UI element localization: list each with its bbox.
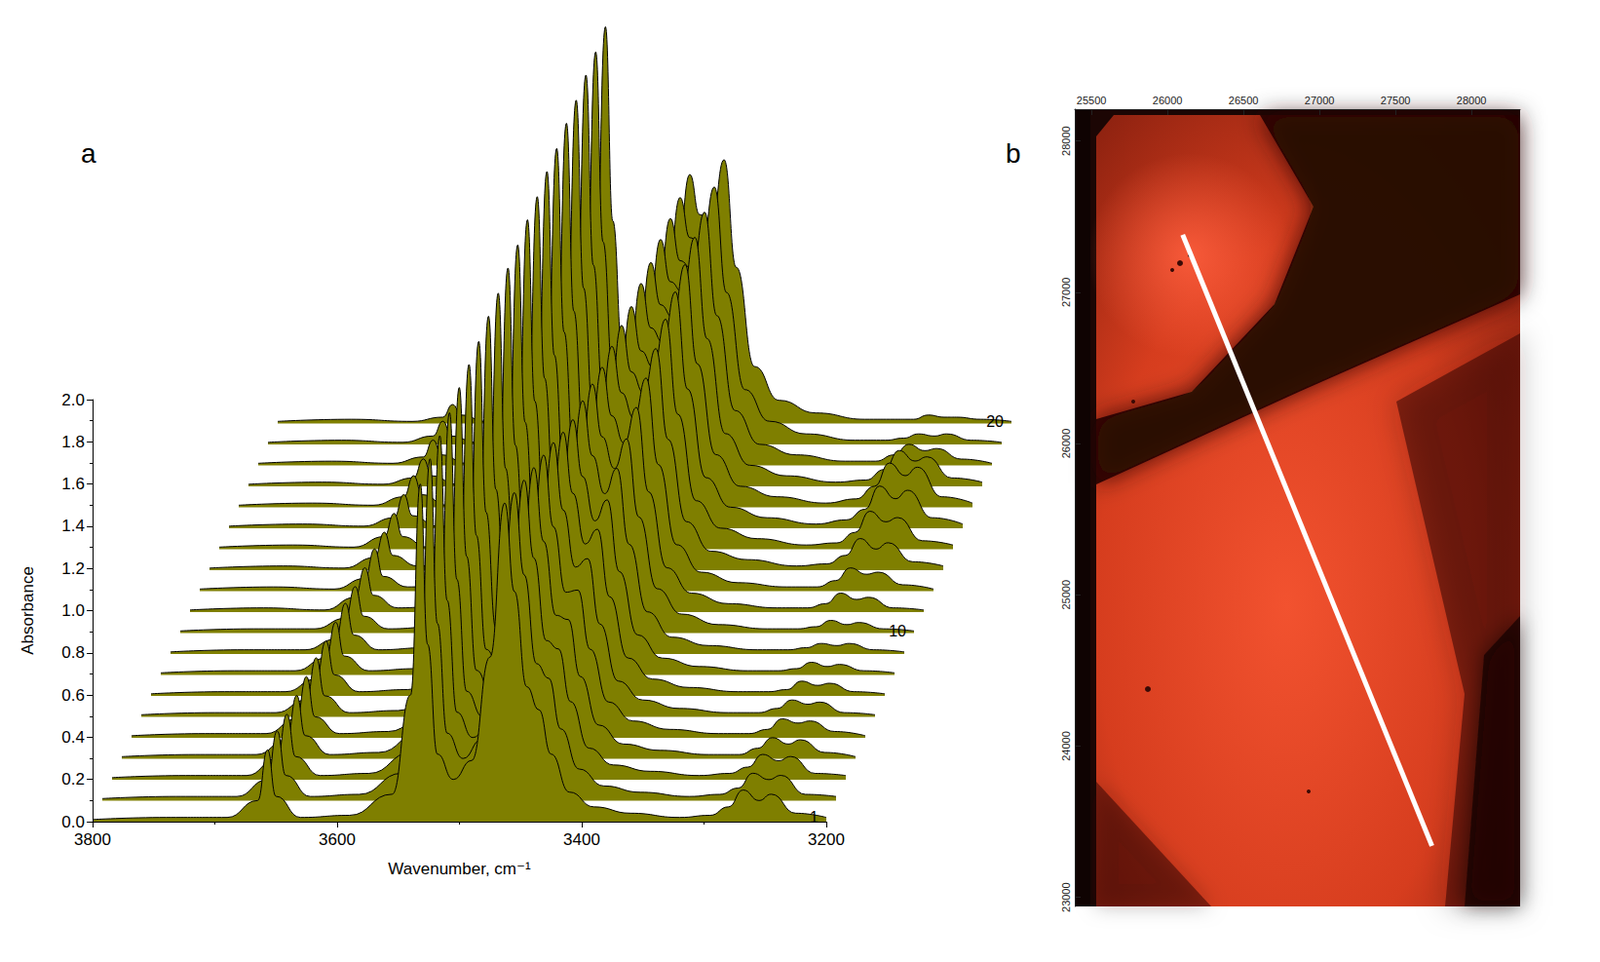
svg-text:b: b [1005, 138, 1022, 169]
svg-text:27500: 27500 [1380, 94, 1411, 107]
svg-text:20: 20 [986, 413, 1004, 430]
svg-text:26000: 26000 [1152, 94, 1183, 107]
svg-text:27000: 27000 [1304, 94, 1335, 107]
svg-text:a: a [80, 138, 97, 169]
svg-text:3800: 3800 [74, 830, 112, 849]
svg-text:26000: 26000 [1060, 428, 1072, 459]
svg-text:3600: 3600 [318, 830, 356, 849]
svg-text:Wavenumber, cm⁻¹: Wavenumber, cm⁻¹ [387, 859, 532, 878]
svg-text:27000: 27000 [1060, 277, 1072, 308]
svg-text:28000: 28000 [1060, 125, 1072, 156]
svg-text:3200: 3200 [807, 830, 845, 849]
svg-text:26500: 26500 [1228, 94, 1259, 107]
svg-text:24000: 24000 [1060, 730, 1072, 762]
svg-text:0.4: 0.4 [61, 727, 85, 747]
svg-text:0.2: 0.2 [61, 769, 85, 789]
svg-text:Absorbance: Absorbance [18, 566, 38, 655]
svg-text:1.2: 1.2 [61, 559, 85, 578]
svg-text:25500: 25500 [1076, 94, 1107, 107]
svg-text:23000: 23000 [1060, 881, 1072, 913]
svg-text:3400: 3400 [563, 830, 601, 849]
svg-text:1.4: 1.4 [61, 516, 85, 535]
svg-text:2.0: 2.0 [61, 390, 85, 410]
svg-text:28000: 28000 [1456, 94, 1487, 107]
svg-text:1.8: 1.8 [61, 432, 85, 452]
svg-text:25000: 25000 [1060, 579, 1072, 610]
svg-text:0.6: 0.6 [61, 685, 85, 705]
svg-text:1.0: 1.0 [61, 601, 85, 620]
svg-text:1: 1 [809, 808, 819, 826]
svg-text:0.8: 0.8 [61, 643, 85, 662]
svg-text:10: 10 [888, 622, 907, 640]
svg-text:0.0: 0.0 [61, 812, 85, 832]
svg-text:1.6: 1.6 [61, 474, 85, 494]
